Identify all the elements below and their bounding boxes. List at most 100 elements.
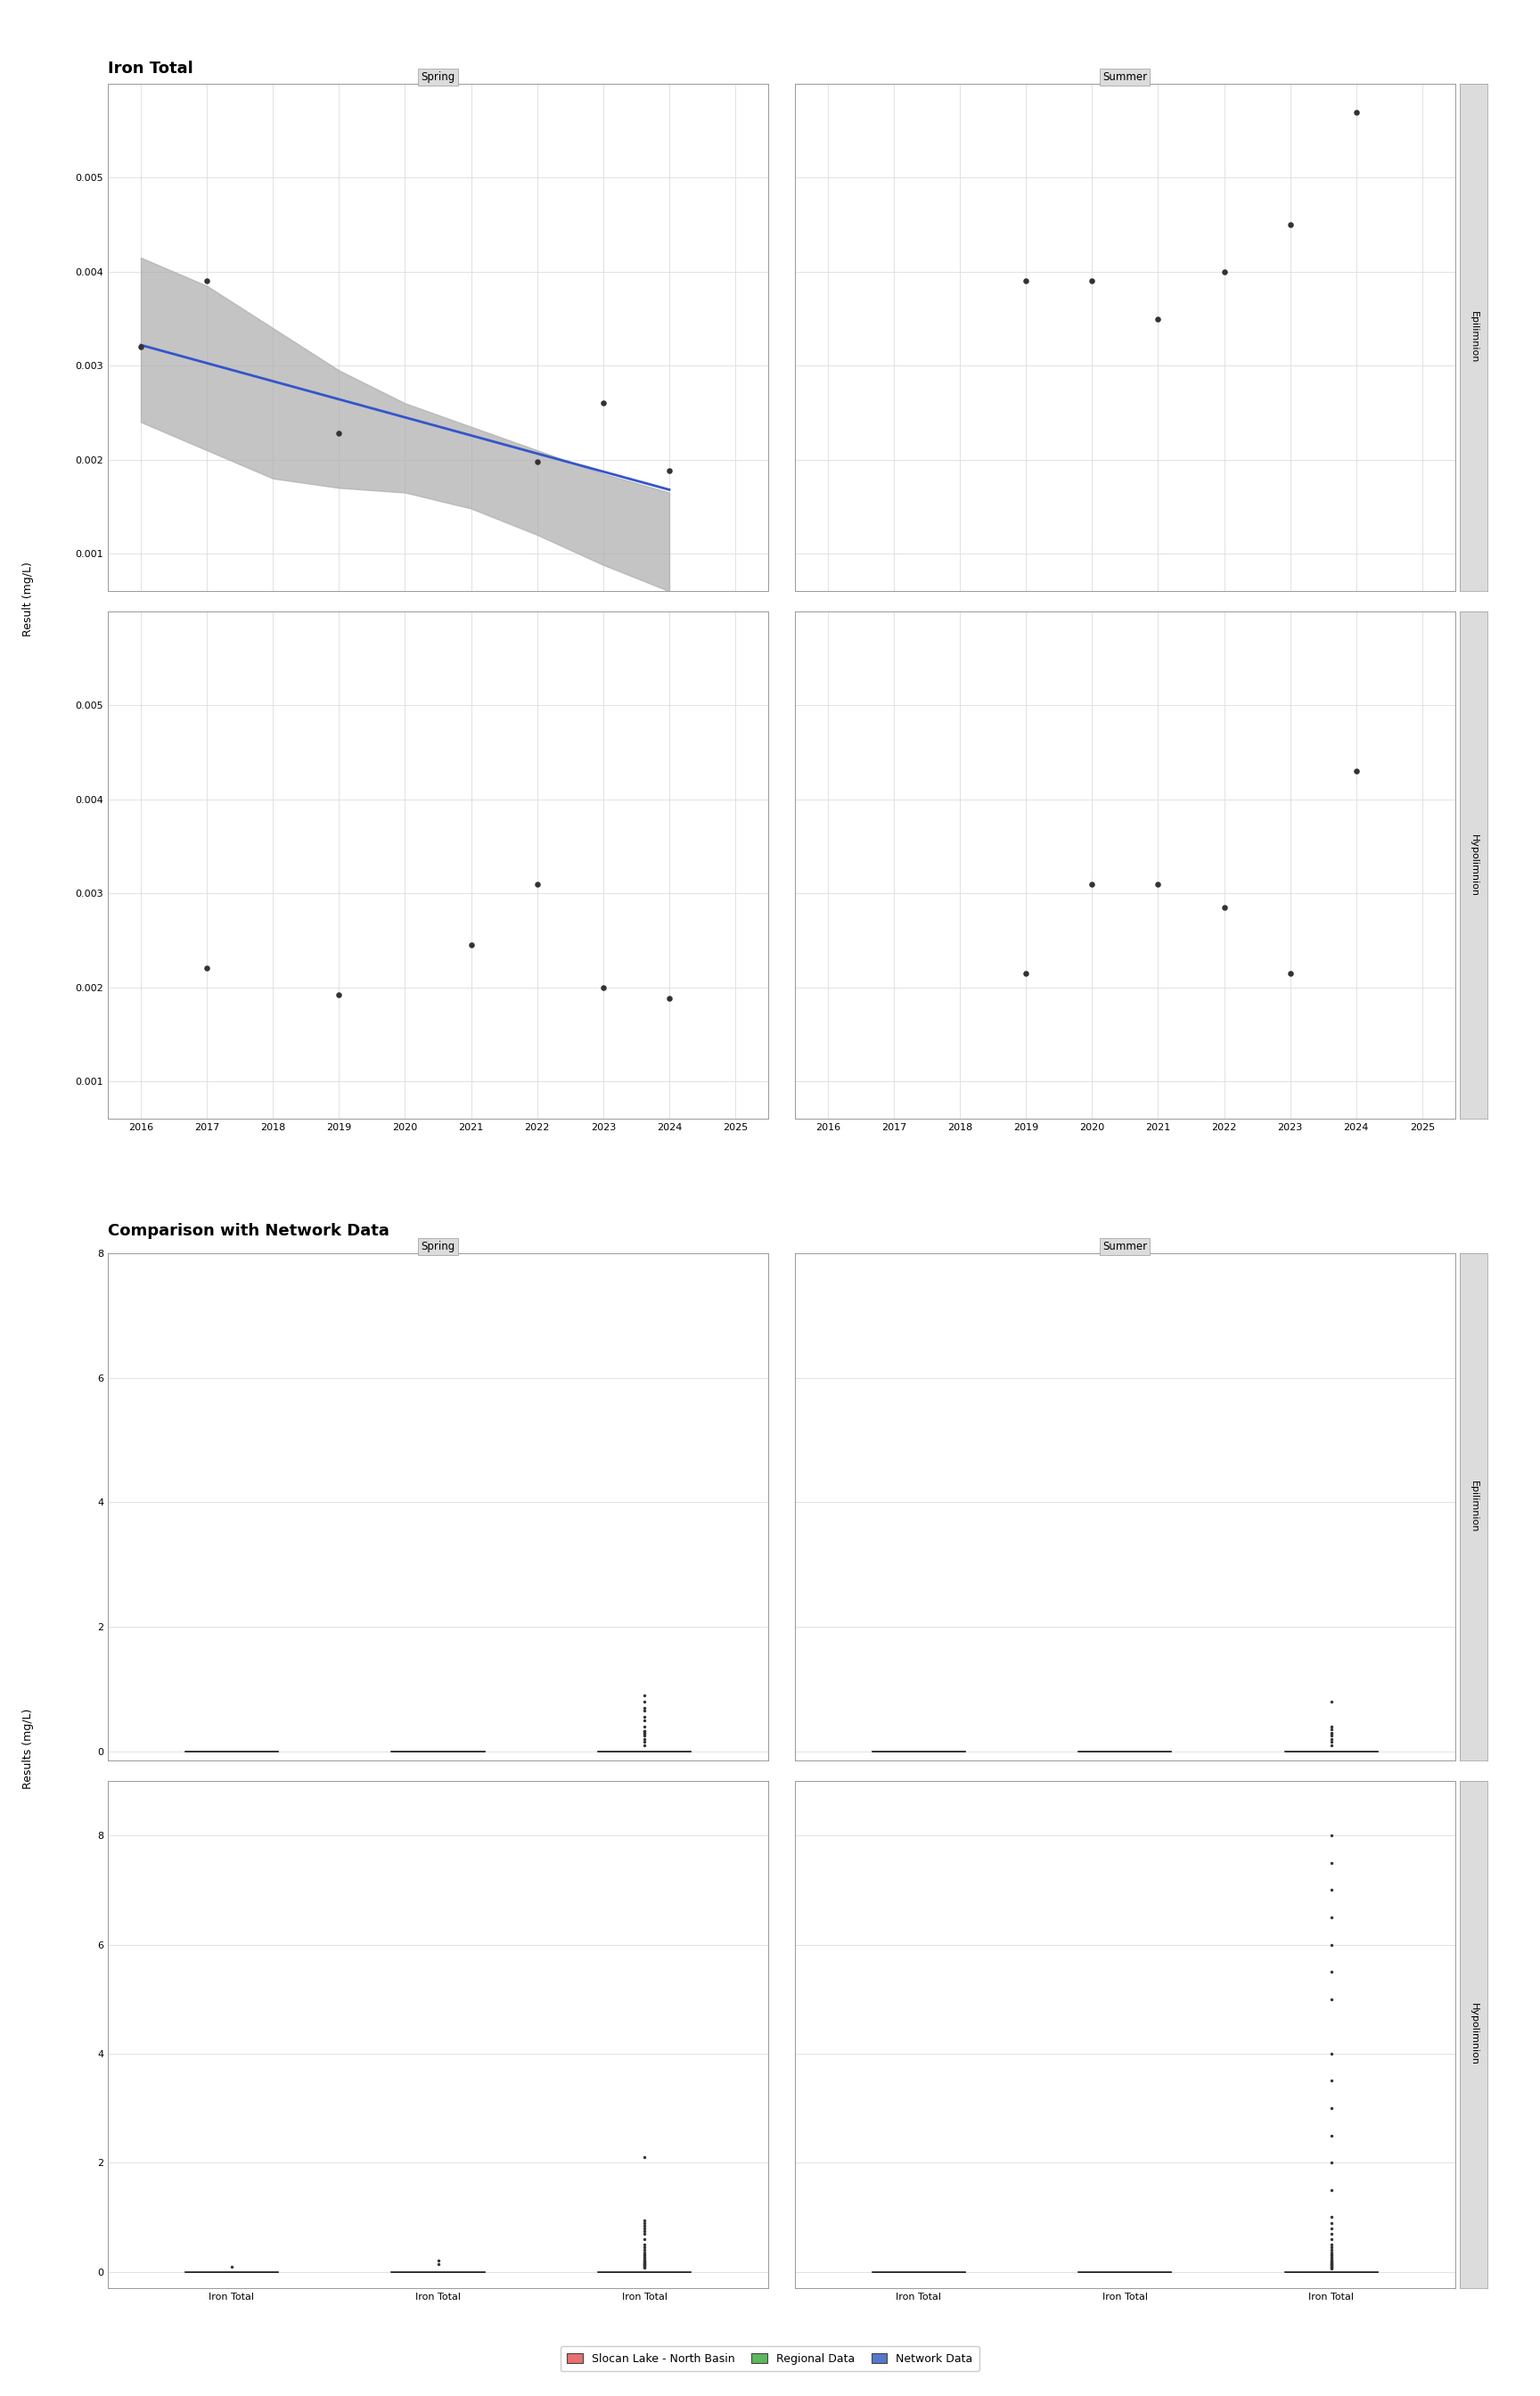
Point bbox=[1320, 2247, 1344, 2286]
Point bbox=[1320, 2231, 1344, 2269]
Point bbox=[631, 2247, 656, 2286]
Point bbox=[1320, 2245, 1344, 2283]
Point bbox=[1320, 2061, 1344, 2099]
Point bbox=[631, 2231, 656, 2269]
Point bbox=[631, 1689, 656, 1728]
Point bbox=[631, 1723, 656, 1761]
Point bbox=[326, 415, 351, 453]
Text: Hypolimnion: Hypolimnion bbox=[1469, 834, 1478, 896]
Point bbox=[631, 1701, 656, 1739]
Point bbox=[128, 328, 152, 367]
Point bbox=[1320, 1926, 1344, 1965]
Point bbox=[1320, 2226, 1344, 2264]
Point bbox=[1320, 2250, 1344, 2288]
Point bbox=[1278, 954, 1303, 992]
Point bbox=[194, 261, 219, 300]
Point bbox=[1320, 2235, 1344, 2274]
Point bbox=[631, 2207, 656, 2245]
Point bbox=[326, 975, 351, 1014]
Point bbox=[1212, 252, 1237, 290]
Title: Summer: Summer bbox=[1103, 72, 1147, 84]
Point bbox=[525, 443, 550, 482]
Point bbox=[194, 949, 219, 987]
Point bbox=[1080, 865, 1104, 903]
Point bbox=[1146, 300, 1170, 338]
Point bbox=[1320, 1708, 1344, 1747]
Point bbox=[631, 2221, 656, 2259]
Point bbox=[219, 2247, 243, 2286]
Point bbox=[1278, 206, 1303, 244]
Point bbox=[1320, 1723, 1344, 1761]
Point bbox=[1320, 2247, 1344, 2286]
Point bbox=[1320, 2034, 1344, 2073]
Point bbox=[1320, 2228, 1344, 2267]
Point bbox=[1320, 2243, 1344, 2281]
Point bbox=[1320, 2238, 1344, 2276]
Point bbox=[1320, 2233, 1344, 2271]
Point bbox=[631, 2240, 656, 2279]
Point bbox=[425, 2245, 450, 2283]
Point bbox=[631, 2214, 656, 2252]
Point bbox=[1320, 2245, 1344, 2283]
Point bbox=[1320, 2204, 1344, 2243]
Point bbox=[1320, 1871, 1344, 1910]
Point bbox=[631, 1677, 656, 1716]
Title: Spring: Spring bbox=[420, 72, 456, 84]
Point bbox=[1080, 261, 1104, 300]
Point bbox=[631, 2245, 656, 2283]
Point bbox=[1320, 1953, 1344, 1991]
Point bbox=[1013, 261, 1038, 300]
Point bbox=[631, 2243, 656, 2281]
Point bbox=[1320, 2144, 1344, 2183]
Point bbox=[1320, 1979, 1344, 2017]
Point bbox=[1320, 1716, 1344, 1754]
Point bbox=[591, 383, 616, 422]
Point bbox=[631, 1713, 656, 1751]
Text: Iron Total: Iron Total bbox=[108, 60, 192, 77]
Point bbox=[1320, 1682, 1344, 1720]
Point bbox=[631, 2247, 656, 2286]
Point bbox=[631, 1708, 656, 1747]
Title: Spring: Spring bbox=[420, 1241, 456, 1253]
Point bbox=[631, 1716, 656, 1754]
Point bbox=[1320, 2245, 1344, 2283]
Point bbox=[631, 1720, 656, 1759]
Point bbox=[1320, 2243, 1344, 2281]
Text: Result (mg/L): Result (mg/L) bbox=[22, 561, 34, 637]
Point bbox=[1320, 2235, 1344, 2274]
Point bbox=[1320, 2238, 1344, 2276]
Point bbox=[631, 2247, 656, 2286]
Point bbox=[1320, 2214, 1344, 2252]
Point bbox=[631, 1699, 656, 1737]
Point bbox=[631, 2235, 656, 2274]
Point bbox=[1320, 2243, 1344, 2281]
Point bbox=[525, 865, 550, 903]
Point bbox=[1344, 752, 1369, 791]
Point bbox=[631, 2245, 656, 2283]
Point bbox=[1320, 2247, 1344, 2286]
Point bbox=[631, 2238, 656, 2276]
Point bbox=[631, 2238, 656, 2276]
Point bbox=[631, 1713, 656, 1751]
Point bbox=[1212, 889, 1237, 927]
Point bbox=[631, 2245, 656, 2283]
Point bbox=[631, 1716, 656, 1754]
Point bbox=[1320, 2197, 1344, 2235]
Point bbox=[1320, 2245, 1344, 2283]
Legend: Slocan Lake - North Basin, Regional Data, Network Data: Slocan Lake - North Basin, Regional Data… bbox=[561, 2346, 979, 2372]
Point bbox=[1320, 1716, 1344, 1754]
Point bbox=[1320, 2247, 1344, 2286]
Point bbox=[631, 2204, 656, 2243]
Point bbox=[425, 2243, 450, 2281]
Point bbox=[1320, 2250, 1344, 2288]
Text: Results (mg/L): Results (mg/L) bbox=[22, 1708, 34, 1790]
Point bbox=[1320, 1843, 1344, 1881]
Point bbox=[1146, 865, 1170, 903]
Text: Comparison with Network Data: Comparison with Network Data bbox=[108, 1222, 390, 1239]
Point bbox=[1320, 2245, 1344, 2283]
Point bbox=[631, 2243, 656, 2281]
Point bbox=[591, 968, 616, 1006]
Point bbox=[658, 980, 682, 1018]
Point bbox=[631, 2202, 656, 2240]
Point bbox=[1320, 2171, 1344, 2209]
